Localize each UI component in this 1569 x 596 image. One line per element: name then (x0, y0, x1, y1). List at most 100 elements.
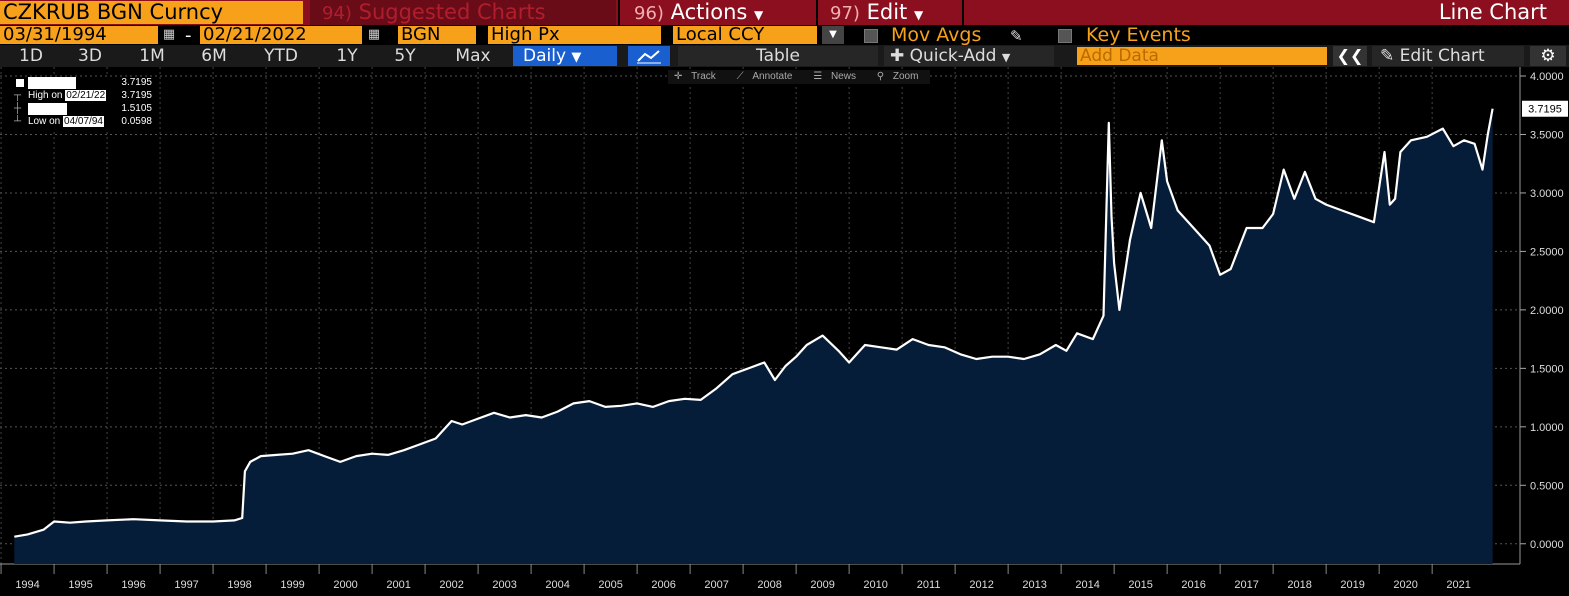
legend-low-row: ┴ Low on 04/07/94 0.0598 (14, 116, 152, 127)
x-tick-label: 2012 (969, 579, 993, 591)
x-tick-label: 2021 (1446, 579, 1470, 591)
x-tick-label: 1999 (280, 579, 304, 591)
legend-average-value: 1.5105 (121, 103, 152, 114)
collapse-left-icon[interactable]: ❮❮ (1333, 46, 1367, 66)
frequency-select[interactable]: Daily ▼ (513, 46, 617, 66)
chevron-down-icon: ▼ (754, 8, 764, 22)
edit-menu[interactable]: 97) Edit ▼ (820, 0, 960, 25)
table-button[interactable]: Table (678, 46, 878, 66)
period-button-3d[interactable]: 3D (78, 46, 102, 66)
divider (618, 0, 620, 25)
period-button-max[interactable]: Max (455, 46, 491, 66)
period-button-ytd[interactable]: YTD (264, 46, 298, 66)
period-button-1d[interactable]: 1D (19, 46, 43, 66)
divider (962, 0, 964, 25)
last-value-box (1522, 100, 1568, 117)
price-field-select[interactable]: High Px (488, 26, 661, 44)
calendar-icon[interactable]: ▦ (162, 27, 176, 42)
y-tick-label: 3.0000 (1530, 188, 1564, 200)
edit-chart-label: Edit Chart (1399, 46, 1485, 66)
actions-label: Actions (670, 0, 748, 24)
y-tick-label: 1.0000 (1530, 422, 1564, 434)
currency-select[interactable]: Local CCY (673, 26, 817, 44)
end-date-field[interactable]: 02/21/2022 (200, 26, 362, 44)
legend-series-value: 3.7195 (121, 77, 152, 88)
x-tick-label: 2020 (1393, 579, 1417, 591)
key-events-checkbox[interactable] (1058, 29, 1072, 43)
quick-add-button[interactable]: ✚ Quick-Add ▼ (884, 46, 1054, 66)
x-tick-label: 2019 (1340, 579, 1364, 591)
legend-low-value: 0.0598 (121, 116, 152, 127)
legend-average-row: ┼ Average 1.5105 (4, 103, 154, 115)
period-button-1y[interactable]: 1Y (336, 46, 358, 66)
legend-average-label: Average (28, 103, 68, 115)
source-field[interactable]: BGN (398, 26, 476, 44)
plus-icon: ✚ (890, 46, 905, 66)
start-date-field[interactable]: 03/31/1994 (0, 26, 158, 44)
legend-high-value: 3.7195 (121, 90, 152, 101)
pencil-icon[interactable]: ✎ (1010, 27, 1023, 45)
suggested-num: 94) (322, 3, 352, 24)
ticker-field[interactable]: CZKRUB BGN Curncy (0, 1, 303, 24)
calendar-icon[interactable]: ▦ (367, 27, 381, 42)
y-tick-label: 3.5000 (1530, 129, 1564, 141)
period-button-5y[interactable]: 5Y (394, 46, 416, 66)
line-chart-icon[interactable] (628, 46, 670, 66)
chevron-down-icon[interactable]: ▼ (822, 26, 844, 44)
mov-avgs-label[interactable]: Mov Avgs (891, 24, 982, 46)
legend-series-name: High Price (28, 77, 77, 89)
chart-tools: ✛ Track ⟋ Annotate ☰ News ⚲ Zoom (668, 70, 931, 84)
pencil-icon: ✎ (1380, 46, 1395, 66)
period-button-6m[interactable]: 6M (201, 46, 227, 66)
divider (816, 0, 818, 25)
y-tick-label: 4.0000 (1530, 71, 1564, 83)
caret-down-icon: ▼ (571, 50, 582, 65)
high-marker-icon: ┬ (14, 90, 22, 101)
actions-num: 96) (634, 3, 664, 24)
series-area-fill (14, 108, 1493, 564)
y-tick-label: 0.5000 (1530, 480, 1564, 492)
suggested-charts-menu[interactable]: 94) Suggested Charts (310, 0, 616, 25)
x-tick-label: 2011 (917, 579, 941, 591)
x-tick-label: 1996 (121, 579, 145, 591)
x-tick-label: 2003 (492, 579, 516, 591)
y-tick-label: 1.5000 (1530, 363, 1564, 375)
gear-icon[interactable]: ⚙ (1530, 46, 1566, 66)
x-tick-label: 2014 (1075, 579, 1099, 591)
frequency-label: Daily (523, 46, 567, 66)
y-tick-label: 2.5000 (1530, 246, 1564, 258)
x-tick-label: 2001 (386, 579, 410, 591)
chevron-down-icon: ▼ (913, 8, 924, 22)
last-value-label: 3.7195 (1528, 104, 1562, 116)
series-line-high-price (14, 108, 1494, 538)
news-tool[interactable]: ☰ News (813, 71, 856, 82)
x-tick-label: 2016 (1181, 579, 1205, 591)
x-tick-label: 2007 (704, 579, 728, 591)
mov-avgs-checkbox[interactable] (864, 29, 878, 43)
x-tick-label: 1998 (227, 579, 251, 591)
x-tick-label: 2008 (757, 579, 781, 591)
actions-menu[interactable]: 96) Actions ▼ (622, 0, 814, 25)
chart-type-title: Line Chart (1438, 0, 1547, 24)
series-swatch (16, 79, 24, 87)
zoom-tool[interactable]: ⚲ Zoom (876, 71, 919, 82)
date-dash: - (185, 25, 192, 46)
edit-chart-button[interactable]: ✎ Edit Chart (1372, 46, 1524, 66)
average-marker-icon: ┼ (14, 103, 22, 114)
track-tool[interactable]: ✛ Track (674, 71, 716, 82)
period-button-1m[interactable]: 1M (139, 46, 165, 66)
chevron-down-icon: ▼ (1001, 51, 1011, 64)
chart-legend: High Price 3.7195 ┬ High on 02/21/22 3.7… (4, 77, 154, 129)
x-tick-label: 2000 (333, 579, 357, 591)
quick-add-label: Quick-Add (909, 46, 997, 66)
annotate-tool[interactable]: ⟋ Annotate (736, 71, 793, 82)
edit-label: Edit (866, 0, 908, 24)
x-tick-label: 2017 (1234, 579, 1258, 591)
add-data-input[interactable] (1077, 47, 1327, 65)
x-tick-label: 2006 (651, 579, 675, 591)
x-tick-label: 1994 (15, 579, 39, 591)
legend-series-row[interactable]: High Price 3.7195 (4, 77, 154, 89)
legend-high-row: ┬ High on 02/21/22 3.7195 (14, 90, 152, 101)
key-events-label[interactable]: Key Events (1086, 24, 1191, 46)
y-tick-label: 0.0000 (1530, 539, 1564, 551)
